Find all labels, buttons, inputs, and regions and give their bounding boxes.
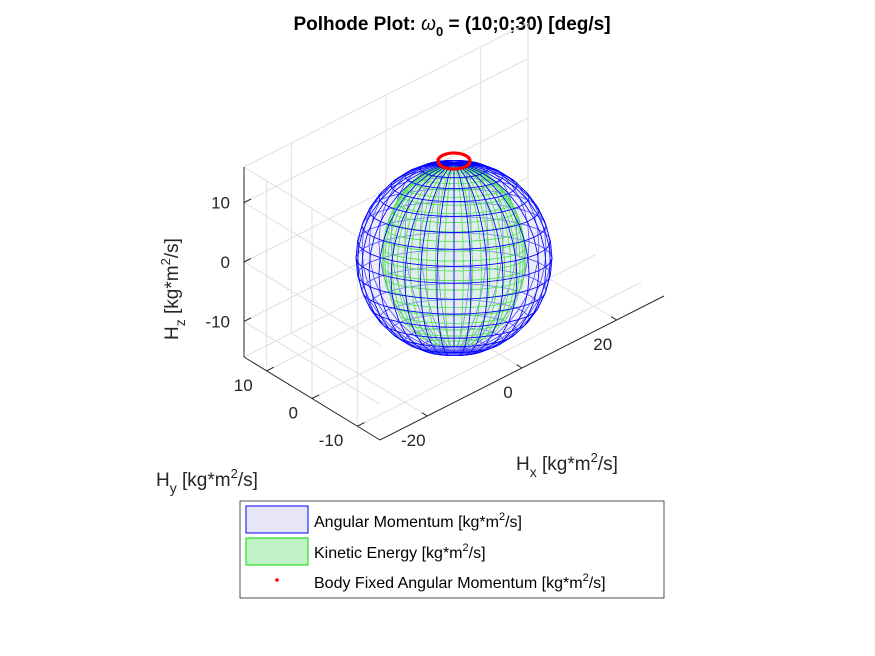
sphere-face [438,215,455,233]
sphere-face [405,245,423,266]
sphere-face [469,247,488,267]
grid-line [357,281,642,427]
sphere-face [453,282,472,300]
sphere-face [436,282,455,300]
x-axis-label: Hx [kg*m2/s] [516,450,618,480]
x-tick [516,364,523,369]
z-tick-label: 0 [221,253,230,272]
sphere-face [468,230,486,250]
sphere-face [436,248,455,267]
legend-swatch-kinetic-energy [245,537,309,566]
sphere-face [378,257,393,278]
sphere-face [469,297,488,315]
sphere-face [515,257,530,278]
sphere-face [420,247,439,267]
sphere-face [470,264,488,284]
x-tick-label: 20 [593,335,612,354]
sphere-face [501,276,518,297]
sphere-face [422,312,440,328]
legend-label-body-fixed: Body Fixed Angular Momentum [kg*m2/s] [314,572,606,592]
box-edge [243,22,529,168]
body-fixed-angular-momentum-points [436,151,472,171]
y-tick [266,366,275,372]
sphere-face [501,260,518,281]
y-tick-label: -10 [319,431,344,450]
sphere-face [391,243,409,264]
sphere-face [440,337,455,348]
sphere-face [453,248,472,267]
box-edge [243,166,381,251]
sphere-face [453,265,472,284]
legend-marker-body-fixed [275,578,279,582]
sphere-face [453,313,471,328]
z-tick-label: -10 [205,312,230,331]
grid-line [243,261,381,346]
sphere-face [436,298,455,315]
sphere-face [453,215,470,233]
sphere-face [438,326,455,339]
sphere-face [390,260,407,281]
x-tick-label: 0 [503,383,512,402]
sphere-face [486,262,504,283]
sphere-face [422,230,440,250]
x-tick [421,412,428,417]
y-axis-label: Hy [kg*m2/s] [156,466,258,496]
z-tick-label: 10 [211,194,230,213]
sphere-face [404,262,422,283]
sphere-face [420,281,438,300]
sphere-face [436,265,455,284]
y-tick-label: 10 [234,376,253,395]
y-tick [311,394,320,399]
grid-line [243,320,381,405]
chart-title: Polhode Plot: ω0 = (10;0;30) [deg/s] [293,14,610,39]
sphere-face [420,264,438,284]
sphere-face [390,276,407,297]
sphere-face [420,297,439,315]
legend-box [239,500,665,599]
sphere-face [437,313,455,328]
legend: Angular Momentum [kg*m2/s] Kinetic Energ… [239,500,665,599]
z-tick [243,198,252,204]
sphere-face [453,231,471,250]
grid-line [243,58,529,204]
sphere-face [453,298,472,315]
y-tick [357,422,365,427]
sphere-face [453,326,470,339]
sphere-face [440,201,455,217]
sphere-face [470,281,488,300]
axis-ticks: -20 0 20 -10 0 10 -10 0 10 [205,194,617,450]
angular-momentum-sphere-front [355,160,553,356]
sphere-face [486,279,504,299]
legend-label-angular-momentum: Angular Momentum [kg*m2/s] [314,511,522,531]
z-tick [243,317,252,322]
y-tick-label: 0 [289,404,298,423]
sphere-face [405,295,423,313]
legend-swatch-angular-momentum [245,505,309,534]
z-axis-label: Hz [kg*m2/s] [158,238,188,340]
z-tick [243,257,252,263]
sphere-face [485,245,503,266]
x-tick-label: -20 [401,431,426,450]
legend-label-kinetic-energy: Kinetic Energy [kg*m2/s] [314,542,486,562]
sphere-face [437,231,455,250]
x-tick [610,316,617,321]
sphere-face [404,279,422,299]
polhode-point [468,158,472,162]
